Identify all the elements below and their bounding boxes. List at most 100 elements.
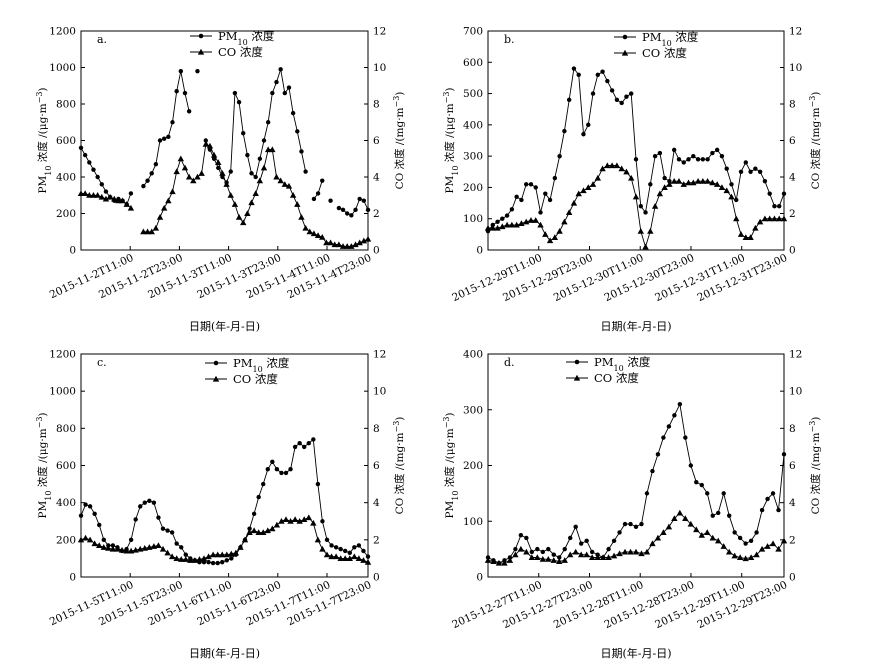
data-point xyxy=(97,522,102,528)
data-point xyxy=(710,513,715,518)
series-line xyxy=(80,69,369,216)
data-point xyxy=(196,556,203,562)
panel-label: b. xyxy=(504,33,515,46)
data-point xyxy=(633,524,639,530)
data-point xyxy=(665,523,673,530)
data-point xyxy=(364,558,372,565)
series-line xyxy=(80,516,369,563)
data-point xyxy=(495,559,503,566)
data-point xyxy=(246,529,253,535)
y-right-tick-label: 4 xyxy=(373,172,380,184)
x-axis-title: 日期(年-月-日) xyxy=(600,319,671,333)
data-point xyxy=(123,201,130,207)
data-point xyxy=(642,243,649,250)
data-point xyxy=(173,168,180,175)
y-left-tick-label: 200 xyxy=(463,182,483,194)
plot-frame xyxy=(80,353,369,578)
data-point xyxy=(671,147,677,153)
x-tick-label: 2015-11-5T23:00 xyxy=(97,579,185,628)
data-point xyxy=(365,207,371,213)
data-point xyxy=(261,481,266,487)
y-right-tick-label: 8 xyxy=(789,423,796,435)
data-point xyxy=(676,157,682,162)
legend-label-co: CO 浓度 xyxy=(218,45,263,59)
data-point xyxy=(518,220,525,226)
data-point xyxy=(228,550,235,557)
data-point xyxy=(287,518,294,524)
data-point xyxy=(503,221,511,228)
data-point xyxy=(523,548,530,555)
data-point xyxy=(294,201,301,207)
data-point xyxy=(169,188,176,195)
plot-frame xyxy=(487,30,785,251)
data-point xyxy=(360,237,368,244)
y-left-tick-label: 1200 xyxy=(49,26,76,38)
data-point xyxy=(616,550,623,557)
y-right-tick-label: 6 xyxy=(373,460,380,472)
data-point xyxy=(724,166,729,171)
data-point xyxy=(260,529,267,535)
data-point xyxy=(150,543,158,549)
data-point xyxy=(578,541,584,546)
y-left-tick-label: 600 xyxy=(463,57,483,69)
data-point xyxy=(545,555,552,562)
data-point xyxy=(251,511,257,517)
data-point xyxy=(201,559,207,565)
data-point xyxy=(361,198,367,203)
data-point xyxy=(264,146,272,153)
data-point xyxy=(556,558,563,564)
data-point xyxy=(533,185,538,190)
data-point xyxy=(759,507,765,513)
data-point xyxy=(78,513,84,518)
data-point xyxy=(195,68,200,74)
data-point xyxy=(624,94,629,99)
data-point xyxy=(123,547,130,554)
y-left-tick-label: 800 xyxy=(56,423,76,435)
data-point xyxy=(260,164,268,171)
data-point xyxy=(656,190,664,197)
y-right-tick-label: 2 xyxy=(789,208,796,220)
data-point xyxy=(709,534,716,541)
data-point xyxy=(187,557,194,563)
data-point xyxy=(762,178,768,184)
data-point xyxy=(224,558,229,563)
data-point xyxy=(638,550,645,557)
data-point xyxy=(514,194,519,200)
panel-label: a. xyxy=(97,33,107,46)
data-point xyxy=(765,496,770,502)
data-point xyxy=(241,131,246,136)
y-right-tick-label: 12 xyxy=(373,26,386,38)
data-point xyxy=(160,204,168,211)
data-point xyxy=(315,481,321,487)
data-point xyxy=(320,178,325,183)
data-point xyxy=(115,197,122,204)
data-point xyxy=(305,514,312,521)
x-axis-title: 日期(年-月-日) xyxy=(189,319,260,333)
data-point xyxy=(508,221,516,228)
data-point xyxy=(235,213,243,220)
data-point xyxy=(623,168,630,175)
data-point xyxy=(159,545,167,552)
data-point xyxy=(680,181,687,187)
y-right-tick-label: 2 xyxy=(373,534,380,546)
data-point xyxy=(86,192,93,198)
data-point xyxy=(265,467,270,472)
data-point xyxy=(714,147,720,153)
data-point xyxy=(610,552,618,559)
data-point xyxy=(81,190,89,196)
data-point xyxy=(86,536,94,543)
data-point xyxy=(506,557,514,563)
x-tick-label: 2015-12-30T23:00 xyxy=(603,252,697,304)
data-point xyxy=(570,199,578,206)
data-point xyxy=(311,196,317,202)
data-point xyxy=(568,535,573,541)
data-point xyxy=(557,555,562,560)
data-point xyxy=(753,166,758,171)
data-point xyxy=(164,549,171,556)
data-point xyxy=(339,243,347,249)
data-point xyxy=(705,157,710,162)
data-point xyxy=(562,546,567,552)
